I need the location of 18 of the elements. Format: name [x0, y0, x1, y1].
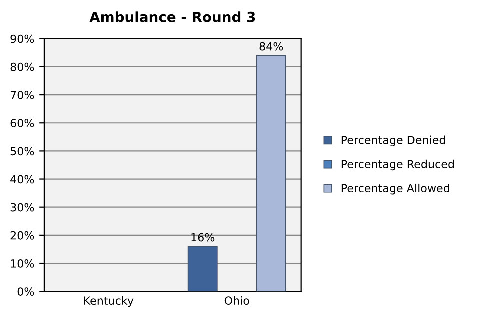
y-tick-label: 80% [10, 62, 34, 72]
x-tick-label: Kentucky [84, 296, 134, 308]
y-tick-label: 60% [10, 119, 34, 128]
y-tick-label: 50% [10, 147, 34, 156]
y-tick-label: 30% [10, 203, 34, 212]
data-label: 16% [192, 233, 215, 242]
y-tick-label: 70% [10, 91, 34, 100]
legend-label: Percentage Allowed [342, 184, 450, 195]
x-tick-label: Ohio [224, 296, 250, 306]
y-tick-label: 10% [11, 259, 34, 268]
y-tick-label: 0% [18, 288, 34, 296]
legend-label: Percentage Reduced [342, 160, 454, 171]
y-tick-label: 90% [10, 34, 34, 44]
y-tick-label: 40% [10, 175, 34, 184]
y-tick-label: 20% [10, 231, 34, 240]
data-label: 84% [260, 42, 284, 51]
chart-title: Ambulance - Round 3 [90, 12, 256, 22]
legend-label: Percentage Denied [342, 136, 446, 147]
